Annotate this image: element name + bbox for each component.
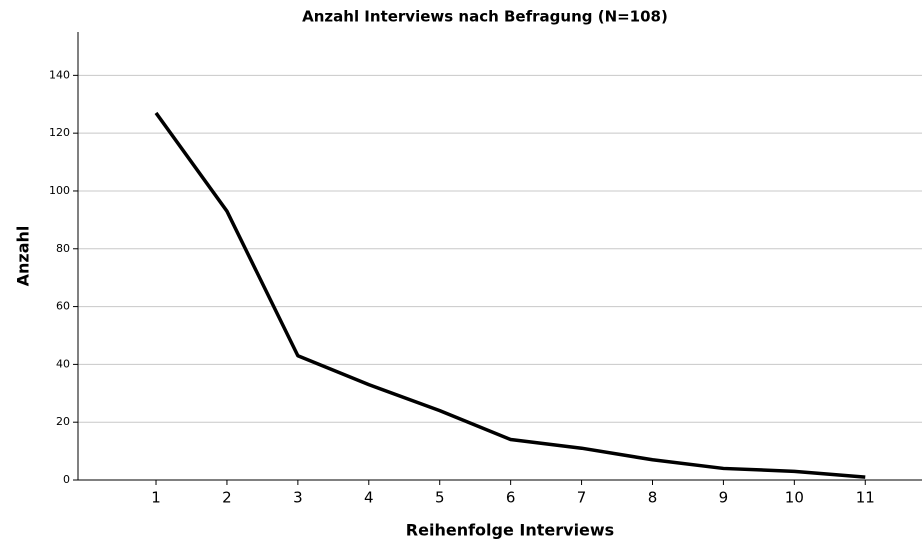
line <box>154 111 866 479</box>
y-tick-label: 60 <box>56 300 70 313</box>
x-tick-label: 5 <box>435 489 445 507</box>
y-tick-label: 0 <box>63 473 70 486</box>
x-tick-label: 11 <box>856 489 875 507</box>
x-tick-label: 8 <box>648 489 658 507</box>
y-tick-label: 20 <box>56 415 70 428</box>
y-tick-label: 120 <box>49 126 70 139</box>
x-tick-label: 1 <box>151 489 161 507</box>
y-tick-label: 40 <box>56 357 70 370</box>
x-tick-label: 4 <box>364 489 374 507</box>
x-tick-label: 2 <box>222 489 232 507</box>
x-tick-label: 7 <box>577 489 587 507</box>
y-axis-label: Anzahl <box>14 226 33 287</box>
chart-title: Anzahl Interviews nach Befragung (N=108) <box>302 8 668 26</box>
x-tick-label: 3 <box>293 489 303 507</box>
y-tick-label: 140 <box>49 68 70 81</box>
x-tick-label: 9 <box>719 489 729 507</box>
y-tick-label: 80 <box>56 242 70 255</box>
x-axis-label: Reihenfolge Interviews <box>406 521 614 540</box>
x-tick-label: 6 <box>506 489 516 507</box>
y-tick-label: 100 <box>49 184 70 197</box>
x-tick-label: 10 <box>785 489 804 507</box>
